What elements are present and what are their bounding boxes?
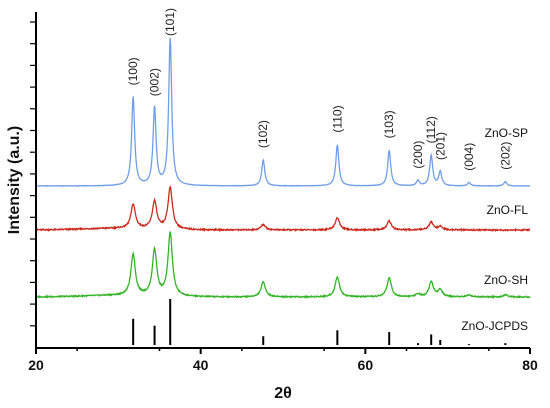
peak-label: (004) <box>462 143 476 171</box>
series-label-zno-sh: ZnO-SH <box>484 273 528 287</box>
series-label-zno-jcpds: ZnO-JCPDS <box>461 319 528 333</box>
series-zno-sh-line <box>35 231 531 300</box>
series-label-zno-fl: ZnO-FL <box>487 203 529 217</box>
peak-label: (101) <box>163 8 177 36</box>
x-axis-title: 2θ <box>274 385 292 402</box>
x-tick-label: 40 <box>193 357 209 373</box>
x-axis-ticks: 20 40 60 80 <box>28 348 538 373</box>
x-tick-label: 60 <box>358 357 374 373</box>
peak-label: (110) <box>330 105 344 132</box>
series-zno-jcpds <box>132 299 507 345</box>
y-axis-ticks <box>30 21 36 327</box>
peak-label: (100) <box>126 57 140 85</box>
peak-label: (200) <box>411 141 425 169</box>
x-tick-label: 20 <box>28 357 44 373</box>
peak-label: (103) <box>382 110 396 138</box>
peak-label: (002) <box>148 68 162 96</box>
x-tick-label: 80 <box>522 357 538 373</box>
peak-label: (112) <box>424 116 438 143</box>
plot-area: ZnO-SP ZnO-FL ZnO-SH ZnO-JCPDS (100) (002) (10… <box>35 8 531 345</box>
series-zno-fl-line <box>35 185 531 233</box>
series-zno-sp-line <box>35 37 530 187</box>
peak-label: (102) <box>256 120 270 148</box>
peak-label: (202) <box>498 142 512 170</box>
peak-label: (201) <box>433 132 447 160</box>
series-label-zno-sp: ZnO-SP <box>485 126 528 140</box>
y-axis-title: Intensity (a.u.) <box>6 126 23 234</box>
